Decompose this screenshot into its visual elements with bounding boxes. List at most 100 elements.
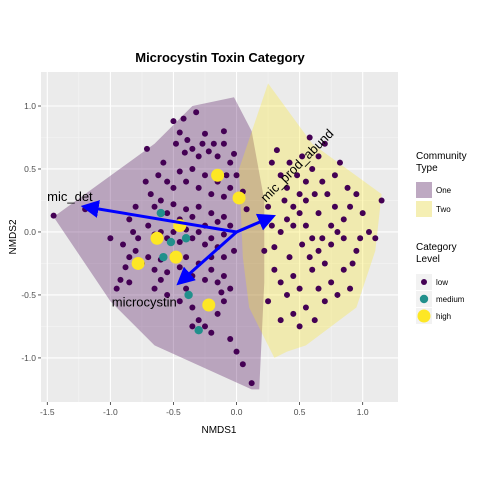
point-low bbox=[223, 172, 230, 179]
point-low bbox=[227, 222, 234, 229]
point-low bbox=[208, 210, 215, 217]
point-low bbox=[214, 279, 221, 286]
point-low bbox=[201, 241, 208, 248]
point-low bbox=[176, 168, 183, 175]
point-low bbox=[220, 128, 227, 135]
legend-key-bg bbox=[416, 182, 432, 198]
point-low bbox=[294, 172, 301, 179]
point-low bbox=[107, 235, 114, 242]
point-low bbox=[220, 254, 227, 261]
point-low bbox=[309, 266, 316, 273]
point-low bbox=[201, 276, 208, 283]
point-low bbox=[214, 153, 221, 160]
point-low bbox=[205, 148, 212, 155]
point-low bbox=[181, 149, 188, 156]
legend-label-two: Two bbox=[436, 205, 451, 214]
chart-title: Microcystin Toxin Category bbox=[135, 50, 305, 65]
point-low bbox=[164, 178, 171, 185]
point-low bbox=[311, 317, 318, 324]
point-high bbox=[232, 191, 246, 205]
point-low bbox=[315, 285, 322, 292]
point-low bbox=[135, 235, 142, 242]
y-tick-label: -0.5 bbox=[21, 290, 36, 300]
point-low bbox=[189, 323, 196, 330]
point-high bbox=[150, 231, 164, 245]
point-low bbox=[328, 241, 335, 248]
point-low bbox=[353, 247, 360, 254]
point-low bbox=[189, 235, 196, 242]
point-low bbox=[201, 172, 208, 179]
point-low bbox=[130, 228, 137, 235]
point-low bbox=[113, 285, 120, 292]
point-medium bbox=[159, 252, 168, 262]
point-low bbox=[210, 140, 217, 147]
point-low bbox=[231, 247, 238, 254]
point-low bbox=[170, 184, 177, 191]
point-low bbox=[231, 150, 238, 157]
point-low bbox=[349, 260, 356, 267]
point-low bbox=[220, 213, 227, 220]
point-low bbox=[145, 254, 152, 261]
point-low bbox=[227, 285, 234, 292]
point-low bbox=[220, 140, 227, 147]
point-low bbox=[268, 159, 275, 166]
point-low bbox=[195, 228, 202, 235]
point-medium bbox=[181, 234, 191, 243]
point-low bbox=[290, 273, 297, 280]
point-low bbox=[126, 279, 133, 286]
vector-arrow bbox=[176, 230, 238, 286]
point-low bbox=[147, 191, 154, 198]
point-low bbox=[302, 178, 309, 185]
point-low bbox=[233, 172, 240, 179]
point-low bbox=[302, 222, 309, 229]
point-low bbox=[328, 222, 335, 229]
y-tick-label: 0.5 bbox=[24, 164, 36, 174]
point-low bbox=[321, 260, 328, 267]
point-low bbox=[334, 291, 341, 298]
point-low bbox=[183, 285, 190, 292]
point-low bbox=[309, 165, 316, 172]
point-low bbox=[302, 304, 309, 311]
point-low bbox=[273, 147, 280, 154]
y-tick-label: -1.0 bbox=[21, 353, 36, 363]
point-low bbox=[299, 153, 306, 160]
point-low bbox=[378, 197, 385, 204]
point-low bbox=[306, 254, 313, 261]
y-axis-title: NMDS2 bbox=[8, 219, 19, 254]
point-low bbox=[126, 254, 133, 261]
point-low bbox=[170, 118, 177, 125]
point-low bbox=[227, 336, 234, 343]
point-low bbox=[296, 323, 303, 330]
vector-arrow bbox=[235, 213, 276, 234]
point-low bbox=[340, 235, 347, 242]
point-low bbox=[321, 140, 328, 147]
point-low bbox=[315, 247, 322, 254]
legend-swatch-one bbox=[416, 182, 432, 198]
point-low bbox=[315, 210, 322, 217]
point-low bbox=[315, 153, 322, 160]
point-medium bbox=[184, 290, 193, 300]
point-low bbox=[265, 203, 272, 210]
point-low bbox=[155, 172, 162, 179]
point-low bbox=[208, 191, 215, 198]
point-low bbox=[180, 115, 187, 122]
point-low bbox=[328, 279, 335, 286]
point-low bbox=[290, 310, 297, 317]
point-low bbox=[268, 222, 275, 229]
point-low bbox=[145, 222, 152, 229]
point-low bbox=[286, 159, 293, 166]
legend-title-community: Community bbox=[416, 151, 467, 162]
point-low bbox=[151, 266, 158, 273]
point-low bbox=[176, 129, 183, 136]
legend-point-medium bbox=[419, 294, 429, 304]
vector-label-microcystin: microcystin bbox=[112, 294, 177, 309]
point-low bbox=[290, 222, 297, 229]
point-low bbox=[157, 197, 164, 204]
point-low bbox=[344, 184, 351, 191]
point-low bbox=[265, 298, 272, 305]
point-low bbox=[119, 241, 126, 248]
point-low bbox=[277, 172, 284, 179]
point-low bbox=[233, 348, 240, 355]
point-low bbox=[220, 193, 227, 200]
